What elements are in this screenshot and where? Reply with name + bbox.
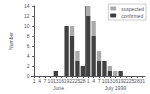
svg-text:12: 12: [24, 13, 30, 19]
svg-text:1: 1: [87, 78, 90, 84]
svg-text:0: 0: [27, 73, 30, 79]
svg-text:confirmed: confirmed: [121, 13, 143, 19]
html-text:10 13 16 19 22 25: 10 13 16 19 22 25: [47, 77, 81, 84]
svg-text:31: 31: [140, 78, 146, 84]
html-text:10 13 16 19 22 25 28: 10 13 16 19 22 25 28: [101, 77, 140, 84]
svg-text:Number: Number: [8, 32, 14, 50]
svg-text:8: 8: [27, 33, 30, 39]
svg-text:July 1999: July 1999: [105, 85, 127, 91]
svg-text:4: 4: [92, 78, 95, 84]
svg-text:suspected: suspected: [121, 6, 144, 12]
svg-text:7: 7: [44, 78, 47, 84]
svg-text:4: 4: [27, 53, 30, 59]
svg-text:June: June: [53, 85, 64, 91]
svg-text:10: 10: [24, 23, 30, 29]
svg-text:28: 28: [80, 78, 86, 84]
svg-text:6: 6: [27, 43, 30, 49]
svg-text:14: 14: [24, 3, 30, 9]
svg-text:7: 7: [98, 78, 101, 84]
svg-text:4: 4: [38, 78, 41, 84]
svg-text:2: 2: [27, 63, 30, 69]
svg-text:1: 1: [33, 78, 36, 84]
